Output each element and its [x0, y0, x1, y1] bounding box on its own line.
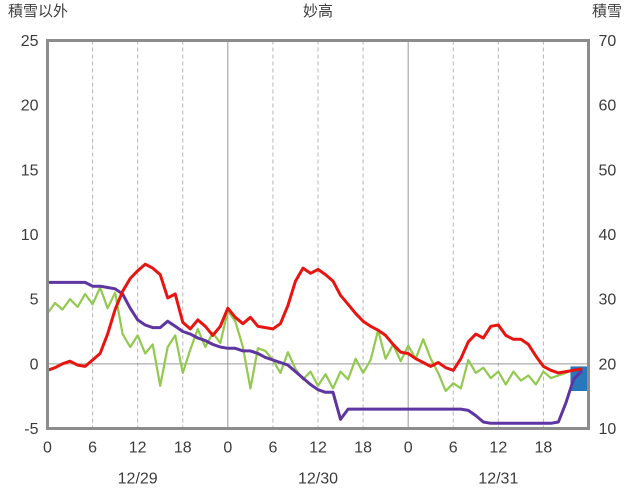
hour-tick-label: 0	[404, 440, 413, 457]
right-axis-tick-label: 40	[599, 227, 617, 244]
right-axis-tick-label: 20	[599, 356, 617, 373]
date-label: 12/29	[118, 471, 158, 488]
hour-tick-label: 18	[535, 440, 553, 457]
left-axis-title: 積雪以外	[8, 3, 69, 20]
plot-frame	[46, 39, 590, 430]
hour-tick-label: 12	[489, 440, 507, 457]
hour-tick-label: 18	[174, 440, 192, 457]
date-label: 12/30	[298, 471, 338, 488]
right-axis-tick-label: 50	[599, 162, 617, 179]
left-axis-tick-label: 25	[21, 33, 39, 50]
right-axis-tick-label: 10	[599, 421, 617, 438]
left-axis-tick-label: 10	[21, 227, 39, 244]
left-axis-tick-label: -5	[24, 421, 38, 438]
hour-tick-label: 18	[354, 440, 372, 457]
purple-line	[46, 280, 583, 425]
left-axis-tick-label: 20	[21, 98, 39, 115]
chart-title: 妙高	[302, 3, 333, 20]
hour-tick-label: 6	[268, 440, 277, 457]
left-axis-tick-label: 15	[21, 162, 39, 179]
date-label: 12/31	[478, 471, 518, 488]
right-axis-tick-label: 60	[599, 98, 617, 115]
green-line	[46, 286, 583, 393]
hour-tick-label: 6	[88, 440, 97, 457]
left-axis-tick-label: 0	[30, 356, 39, 373]
right-axis-tick-label: 30	[599, 292, 617, 309]
hour-tick-label: 6	[449, 440, 458, 457]
hour-tick-label: 0	[43, 440, 52, 457]
red-line	[46, 262, 583, 375]
blue-marker	[570, 366, 587, 391]
hour-tick-label: 12	[309, 440, 327, 457]
left-axis-tick-label: 5	[30, 292, 39, 309]
hour-tick-label: 0	[223, 440, 232, 457]
hour-tick-label: 12	[129, 440, 147, 457]
right-axis-title: 積雪	[591, 3, 622, 20]
right-axis-tick-label: 70	[599, 33, 617, 50]
